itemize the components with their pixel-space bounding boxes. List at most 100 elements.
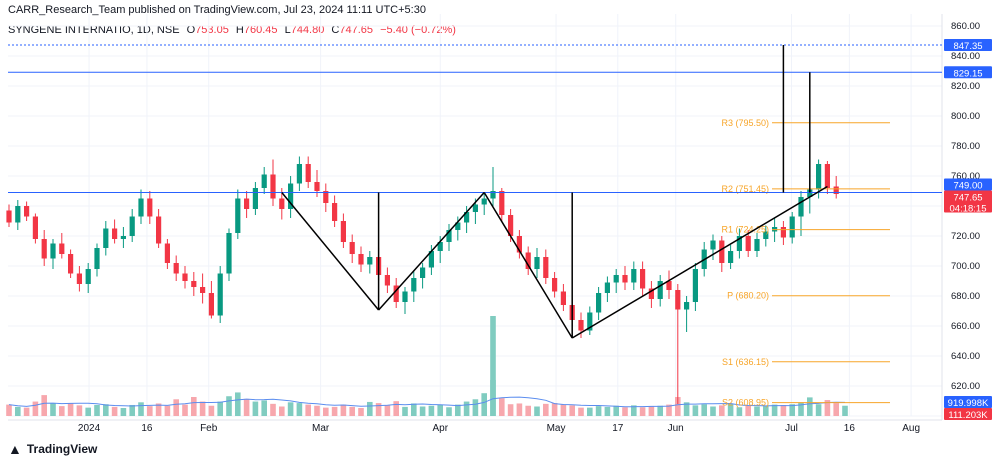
candle-body <box>684 302 690 310</box>
drawing-leg <box>378 191 485 311</box>
candle-body <box>780 227 786 238</box>
candle-body <box>6 210 12 223</box>
candle-body <box>76 273 82 284</box>
candle-body <box>288 183 294 209</box>
tradingview-brand[interactable]: ▲ TradingView <box>8 441 97 457</box>
candles <box>6 156 839 404</box>
time-tick-label: Feb <box>200 423 218 434</box>
candle-body <box>59 243 65 254</box>
candle-body <box>763 231 769 239</box>
time-axis: 2024 16 Feb Mar Apr May 17 Jun Jul 16 Aug <box>78 423 920 434</box>
candle-body <box>560 291 566 305</box>
volume-bar <box>32 401 39 416</box>
volume-bar <box>111 406 118 416</box>
candle-body <box>173 263 179 274</box>
volume-bar <box>463 401 470 416</box>
candle-body <box>728 251 734 263</box>
close-value: 747.65 <box>339 24 374 36</box>
candle-body <box>314 182 320 191</box>
candle-body <box>156 216 162 244</box>
time-tick-label: Mar <box>312 423 330 434</box>
horizontal-levels <box>8 44 942 193</box>
price-tag-749: 749.00 <box>944 178 992 192</box>
candle-body <box>367 257 373 265</box>
candle-body <box>490 191 496 199</box>
candle-body <box>15 206 21 223</box>
time-tick-label: May <box>547 423 566 434</box>
volume-bar <box>173 399 179 416</box>
candle-body <box>613 275 619 283</box>
volume-bar <box>252 401 259 416</box>
volume-bar <box>402 406 408 416</box>
volume-tag-last: 111.203K <box>944 408 992 421</box>
candle-body <box>279 198 285 209</box>
candle-body <box>208 293 214 316</box>
candle-body <box>200 287 206 293</box>
volume-bar <box>754 406 760 416</box>
volume-bar <box>648 406 655 416</box>
volume-ma-line <box>8 396 846 408</box>
pivot-label: S2 (608.95) <box>722 398 769 408</box>
volume-pane <box>6 316 848 416</box>
volume-bar <box>710 406 716 416</box>
volume-bar <box>727 403 734 416</box>
symbol-name[interactable]: SYNGENE INTERNATIO, 1D, NSE <box>8 24 180 36</box>
volume-bar <box>763 406 769 416</box>
drawing-leg <box>281 192 380 311</box>
volume-bar <box>331 406 338 416</box>
volume-tag-axis-text: 919.998K <box>948 398 989 409</box>
volume-bar <box>279 406 285 416</box>
candle-body <box>112 228 118 239</box>
time-tick-label: Apr <box>432 423 448 434</box>
price-tick-label: 840.00 <box>951 51 980 62</box>
volume-bar <box>419 406 426 416</box>
time-tick-label: Aug <box>902 423 920 434</box>
volume-bar <box>736 407 743 416</box>
time-tick-label: 2024 <box>78 423 101 434</box>
volume-bar <box>305 404 311 416</box>
price-tag-close-bg <box>944 190 992 213</box>
volume-bar <box>683 402 690 416</box>
candle-body <box>587 312 593 331</box>
volume-bar <box>437 404 443 416</box>
candle-body <box>41 239 47 259</box>
drawing-leg <box>483 192 573 339</box>
volume-bar <box>613 405 619 416</box>
pivot-label: R2 (751.45) <box>721 184 769 194</box>
candle-body <box>94 248 100 269</box>
candle-body <box>499 191 505 215</box>
price-tick-label: 620.00 <box>951 381 980 392</box>
volume-bar <box>631 405 637 416</box>
volume-bar <box>507 404 514 416</box>
volume-bar <box>384 404 391 416</box>
candle-body <box>648 288 654 299</box>
volume-bar <box>604 406 611 416</box>
volume-bar <box>199 401 206 416</box>
volume-bar <box>525 405 531 416</box>
candle-body <box>710 240 716 250</box>
volume-bar <box>375 403 382 416</box>
candle-body <box>349 242 355 254</box>
candle-body <box>446 230 452 242</box>
candle-body <box>455 222 461 230</box>
volume-bar <box>41 395 47 416</box>
candle-body <box>120 236 126 239</box>
volume-bar <box>182 404 188 416</box>
candle-body <box>675 290 681 310</box>
volume-bar <box>367 401 373 416</box>
candle-body <box>472 204 478 212</box>
volume-bar <box>551 403 558 416</box>
volume-bar <box>446 407 452 416</box>
price-tag-749-text: 749.00 <box>953 181 982 192</box>
candle-body <box>358 254 364 265</box>
candle-body <box>393 285 399 302</box>
volume-bar <box>261 400 267 416</box>
volume-bar <box>349 406 355 416</box>
candle-body <box>32 216 38 239</box>
pivot-label: P (680.20) <box>727 291 769 301</box>
volume-bar <box>639 407 646 416</box>
time-tick-label: Jul <box>785 423 798 434</box>
volume-bar <box>129 404 135 416</box>
price-tick-label: 700.00 <box>951 261 980 272</box>
